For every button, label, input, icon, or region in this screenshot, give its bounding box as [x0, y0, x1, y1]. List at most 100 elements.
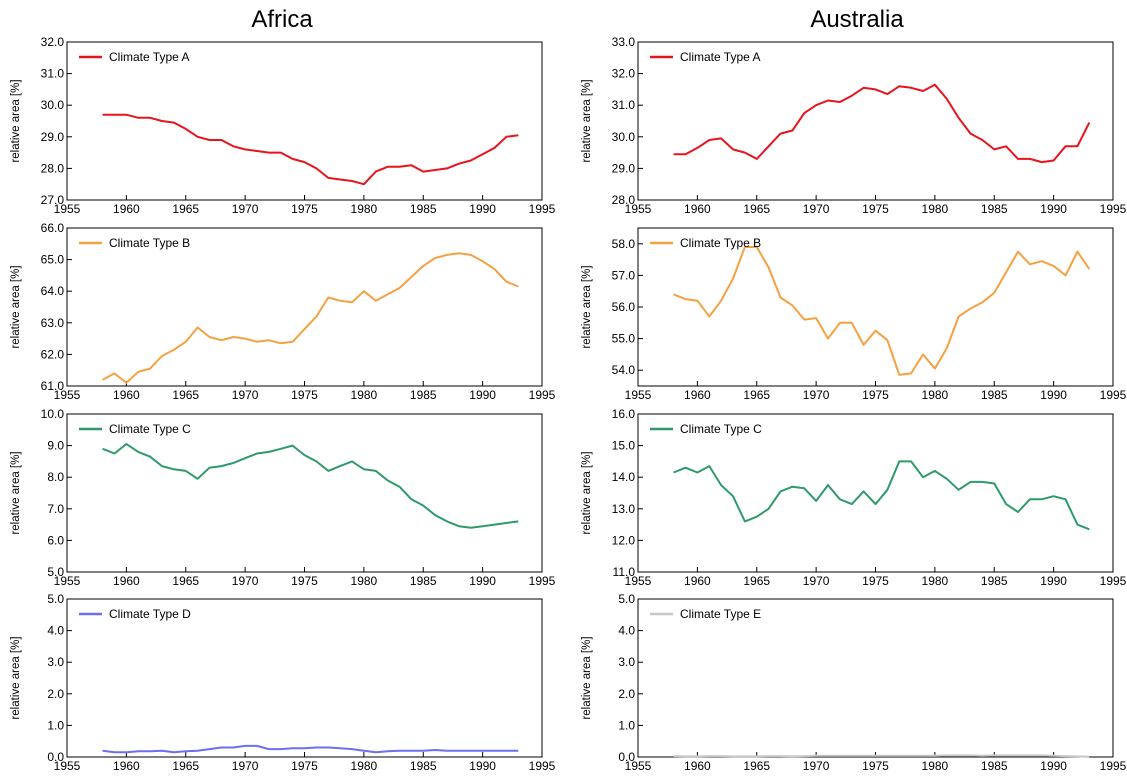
panel-3-ytick-label-4: 58.0	[612, 237, 636, 251]
panel-5-ytick-label-2: 13.0	[612, 502, 636, 516]
panel-4-series-climate-type-c-line	[102, 443, 519, 529]
panel-1-xtick-label-1: 1960	[684, 202, 711, 216]
panel-3-xtick-label-3: 1970	[803, 388, 830, 402]
panel-0-xtick-label-0: 1955	[54, 202, 81, 216]
panel-6-xtick-label-0: 1955	[54, 759, 81, 773]
panel-5-xtick-label-5: 1980	[922, 574, 949, 588]
panel-4-ytick-label-4: 9.0	[47, 439, 64, 453]
panel-7-ytick-label-0: 0.0	[618, 750, 635, 764]
panel-6-xtick-label-6: 1985	[410, 759, 437, 773]
panel-1-xtick-label-5: 1980	[922, 202, 949, 216]
panel-0-legend-label-climate-type-a: Climate Type A	[109, 50, 189, 64]
panel-4-xtick-label-8: 1995	[529, 574, 556, 588]
panel-7-ytick-label-2: 2.0	[618, 687, 635, 701]
panel-1-ytick-label-1: 29.0	[612, 161, 636, 175]
panel-4-frame	[66, 413, 543, 573]
panel-3-ytick-label-1: 55.0	[612, 332, 636, 346]
panel-6-ytick-label-3: 3.0	[47, 655, 64, 669]
panel-1-xtick-label-0: 1955	[625, 202, 652, 216]
panel-0-xtick-label-2: 1965	[172, 202, 199, 216]
panel-1-series-climate-type-a-line	[673, 83, 1091, 164]
panel-1-legend-label-climate-type-a: Climate Type A	[680, 50, 760, 64]
panel-6-ytick-label-2: 2.0	[47, 687, 64, 701]
panel-2-xtick-label-0: 1955	[54, 388, 81, 402]
africa-column-title: Africa	[251, 6, 313, 33]
panel-5-legend-label-climate-type-c: Climate Type C	[680, 422, 762, 436]
panel-0-ytick-label-5: 32.0	[41, 35, 65, 49]
panel-6-xtick-label-2: 1965	[172, 759, 199, 773]
panel-0-xtick-label-5: 1980	[351, 202, 378, 216]
panel-0-xtick-label-8: 1995	[529, 202, 556, 216]
panel-6-xtick-label-7: 1990	[469, 759, 496, 773]
panel-6-xtick-label-1: 1960	[113, 759, 140, 773]
panel-5-xtick-label-8: 1995	[1100, 574, 1127, 588]
panel-2-ytick-label-2: 63.0	[41, 316, 65, 330]
panel-4-ytick-label-0: 5.0	[47, 565, 64, 579]
panel-0-xtick-label-1: 1960	[113, 202, 140, 216]
panel-2-frame	[66, 227, 543, 387]
panel-5-ytick-label-1: 12.0	[612, 533, 636, 547]
panel-4-legend-label-climate-type-c: Climate Type C	[109, 422, 191, 436]
panel-4-xtick-label-5: 1980	[351, 574, 378, 588]
panel-5-xtick-label-1: 1960	[684, 574, 711, 588]
panel-2-ytick-label-1: 62.0	[41, 347, 65, 361]
panel-0-xtick-label-7: 1990	[469, 202, 496, 216]
australia-column-title: Australia	[810, 6, 904, 33]
panel-7-xtick-label-3: 1970	[803, 759, 830, 773]
panel-6-xtick-label-5: 1980	[351, 759, 378, 773]
panel-5-ytick-label-0: 11.0	[613, 565, 636, 579]
panel-5-xtick-label-2: 1965	[743, 574, 770, 588]
panel-1-ytick-label-4: 32.0	[612, 67, 636, 81]
panel-4-xtick-label-4: 1975	[291, 574, 318, 588]
panel-1-ylabel: relative area [%]	[581, 79, 593, 162]
panel-7-legend-label-climate-type-e: Climate Type E	[680, 607, 761, 621]
panel-2-ytick-label-4: 65.0	[41, 253, 65, 267]
panel-3-ylabel: relative area [%]	[581, 265, 593, 348]
panel-1-xtick-label-6: 1985	[981, 202, 1008, 216]
panel-7-frame	[637, 598, 1114, 758]
panel-2-xtick-label-7: 1990	[469, 388, 496, 402]
panel-7-xtick-label-4: 1975	[862, 759, 889, 773]
panel-3-frame	[637, 227, 1114, 387]
panel-7-ytick-label-4: 4.0	[618, 624, 635, 638]
panel-7-series-climate-type-e-line	[673, 754, 1090, 758]
panel-0-xtick-label-6: 1985	[410, 202, 437, 216]
panel-4-ylabel: relative area [%]	[10, 451, 22, 534]
panel-5-xtick-label-7: 1990	[1040, 574, 1067, 588]
panel-6-ytick-label-5: 5.0	[47, 592, 64, 606]
panel-3-xtick-label-4: 1975	[862, 388, 889, 402]
panel-0-frame	[66, 41, 543, 201]
panel-5-ytick-label-4: 15.0	[612, 439, 636, 453]
panel-1-xtick-label-3: 1970	[803, 202, 830, 216]
panel-5-ylabel: relative area [%]	[581, 451, 593, 534]
panel-1-xtick-label-2: 1965	[743, 202, 770, 216]
panel-1-frame	[637, 41, 1114, 201]
panel-3-ytick-label-3: 57.0	[612, 268, 636, 282]
panel-7-xtick-label-0: 1955	[625, 759, 652, 773]
panel-2-ytick-label-3: 64.0	[41, 284, 65, 298]
panel-5-ytick-label-3: 14.0	[612, 470, 636, 484]
panel-3-legend-label-climate-type-b: Climate Type B	[680, 236, 761, 250]
panel-6-frame	[66, 598, 543, 758]
panel-6-ytick-label-4: 4.0	[47, 624, 64, 638]
panel-2-ylabel: relative area [%]	[10, 265, 22, 348]
panel-0-xtick-label-4: 1975	[291, 202, 318, 216]
panel-2-xtick-label-4: 1975	[291, 388, 318, 402]
panel-4-xtick-label-3: 1970	[232, 574, 259, 588]
panel-3-ytick-label-2: 56.0	[612, 300, 636, 314]
panel-0-ytick-label-0: 27.0	[41, 193, 65, 207]
panel-3-xtick-label-5: 1980	[922, 388, 949, 402]
panel-6-legend-label-climate-type-d: Climate Type D	[109, 607, 191, 621]
panel-6-ylabel: relative area [%]	[10, 636, 22, 719]
panel-3-xtick-label-1: 1960	[684, 388, 711, 402]
panel-6-xtick-label-4: 1975	[291, 759, 318, 773]
panel-4-xtick-label-2: 1965	[172, 574, 199, 588]
panel-0-ytick-label-1: 28.0	[41, 161, 65, 175]
panel-6-xtick-label-3: 1970	[232, 759, 259, 773]
panel-0-ylabel: relative area [%]	[10, 79, 22, 162]
panel-2-xtick-label-5: 1980	[351, 388, 378, 402]
panel-0-series-climate-type-a-line	[102, 113, 519, 186]
panel-5-frame	[637, 413, 1114, 573]
panel-2-xtick-label-6: 1985	[410, 388, 437, 402]
